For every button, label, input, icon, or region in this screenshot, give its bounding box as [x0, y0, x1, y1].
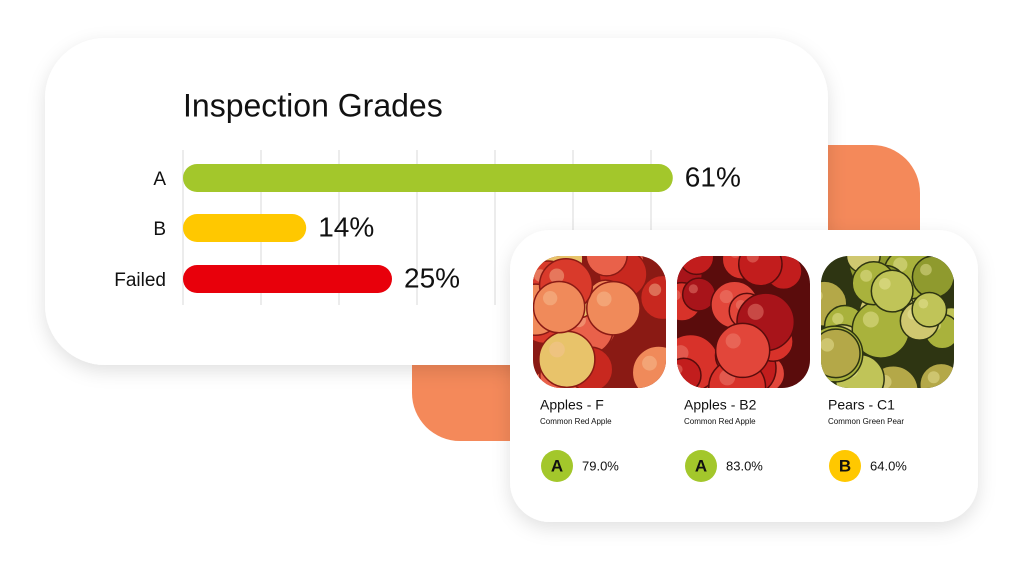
fruit: [870, 269, 914, 313]
y-tick-label: B: [153, 219, 166, 240]
fruit-highlight: [549, 341, 565, 358]
bar: [183, 265, 392, 293]
product-title: Apples - F: [540, 397, 604, 413]
value-label: 61%: [685, 161, 741, 192]
fruit-highlight: [821, 338, 835, 352]
fruit-highlight: [542, 290, 558, 306]
fruit: [639, 274, 666, 321]
grade-score: 83.0%: [726, 458, 763, 473]
fruit-highlight: [719, 289, 733, 304]
product-subtitle: Common Red Apple: [540, 417, 612, 426]
fruit-highlight: [747, 303, 764, 320]
product-card: Pears - C1 Common Green Pear B 64.0%: [821, 256, 954, 482]
grade-letter: A: [695, 456, 707, 475]
fruit-highlight: [927, 371, 940, 384]
grade-score: 64.0%: [870, 458, 907, 473]
fruit-highlight: [860, 269, 873, 282]
fruit: [631, 345, 666, 388]
value-label: 25%: [404, 262, 460, 293]
fruit: [585, 256, 628, 277]
grade-letter: B: [839, 456, 851, 475]
fruit: [533, 280, 586, 334]
fruit-highlight: [832, 313, 844, 325]
chart: A 61% B 14% Failed 25%: [114, 150, 741, 305]
product-title: Pears - C1: [828, 397, 895, 413]
bar: [183, 164, 673, 192]
fruit: [821, 328, 861, 379]
y-tick-label: A: [153, 169, 166, 190]
bar: [183, 214, 307, 242]
fruit-highlight: [677, 289, 681, 301]
fruit-highlight: [920, 263, 932, 276]
value-label: 14%: [318, 211, 374, 242]
fruit-highlight: [879, 277, 891, 290]
fruit: [737, 256, 783, 287]
fruit-highlight: [642, 355, 657, 371]
product-subtitle: Common Red Apple: [684, 417, 756, 426]
fruit: [677, 357, 702, 388]
product-subtitle: Common Green Pear: [828, 417, 904, 426]
y-tick-label: Failed: [114, 270, 166, 291]
grade-badge: [685, 450, 717, 482]
fruit-highlight: [688, 284, 698, 294]
fruit-highlight: [862, 311, 879, 328]
chart-title: Inspection Grades: [183, 87, 443, 123]
fruit-highlight: [677, 345, 689, 362]
grade-letter: A: [551, 456, 563, 475]
fruit: [911, 291, 948, 328]
fruit-highlight: [725, 333, 741, 349]
fruit: [714, 322, 771, 379]
fruit: [538, 330, 596, 388]
grade-badge: [829, 450, 861, 482]
grade-score: 79.0%: [582, 458, 619, 473]
fruit-highlight: [918, 298, 929, 309]
fruit-highlight: [746, 256, 759, 263]
fruit: [586, 280, 641, 336]
fruit-highlight: [596, 291, 612, 307]
product-photo: [821, 256, 954, 388]
fruit-highlight: [648, 283, 662, 296]
product-photo: [533, 256, 666, 388]
grade-badge: [541, 450, 573, 482]
product-card: Apples - F Common Red Apple A 79.0%: [533, 256, 666, 482]
fruit-highlight: [549, 268, 565, 284]
product-title: Apples - B2: [684, 397, 757, 413]
